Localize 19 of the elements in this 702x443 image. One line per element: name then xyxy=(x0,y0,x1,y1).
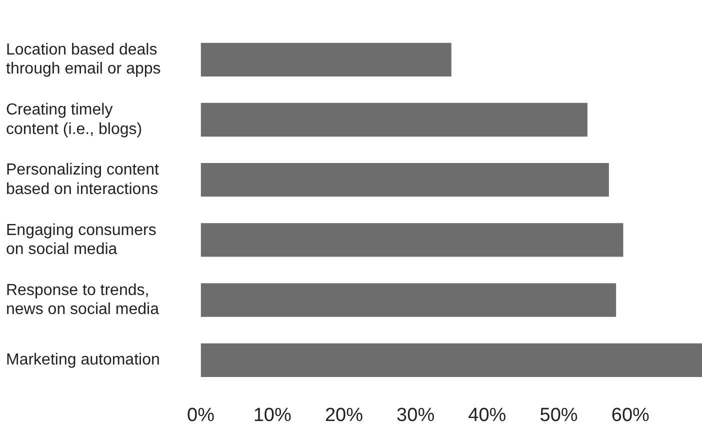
y-tick-label: Location based deals through email or apps xyxy=(6,41,161,78)
bar xyxy=(200,223,624,257)
x-tick-label: 40% xyxy=(468,404,506,426)
x-tick-label: 30% xyxy=(396,404,435,426)
y-tick-label: Marketing automation xyxy=(6,352,160,369)
x-tick-label: 20% xyxy=(324,404,364,426)
x-tick-label: 0% xyxy=(187,404,215,426)
bar xyxy=(200,343,702,377)
y-tick-label: Engaging consumers on social media xyxy=(6,222,156,258)
y-tick-label: Response to trends, news on social media xyxy=(6,282,160,318)
x-tick-label: 50% xyxy=(540,404,578,426)
bar xyxy=(200,102,588,137)
y-tick-label: Creating timely content (i.e., blogs) xyxy=(6,102,142,138)
x-tick-label: 10% xyxy=(253,404,292,426)
bar xyxy=(200,42,452,76)
y-tick-label: Personalizing content based on interactions xyxy=(6,162,160,198)
bar xyxy=(200,163,609,197)
bar xyxy=(200,283,616,317)
x-tick-label: 60% xyxy=(611,404,650,426)
